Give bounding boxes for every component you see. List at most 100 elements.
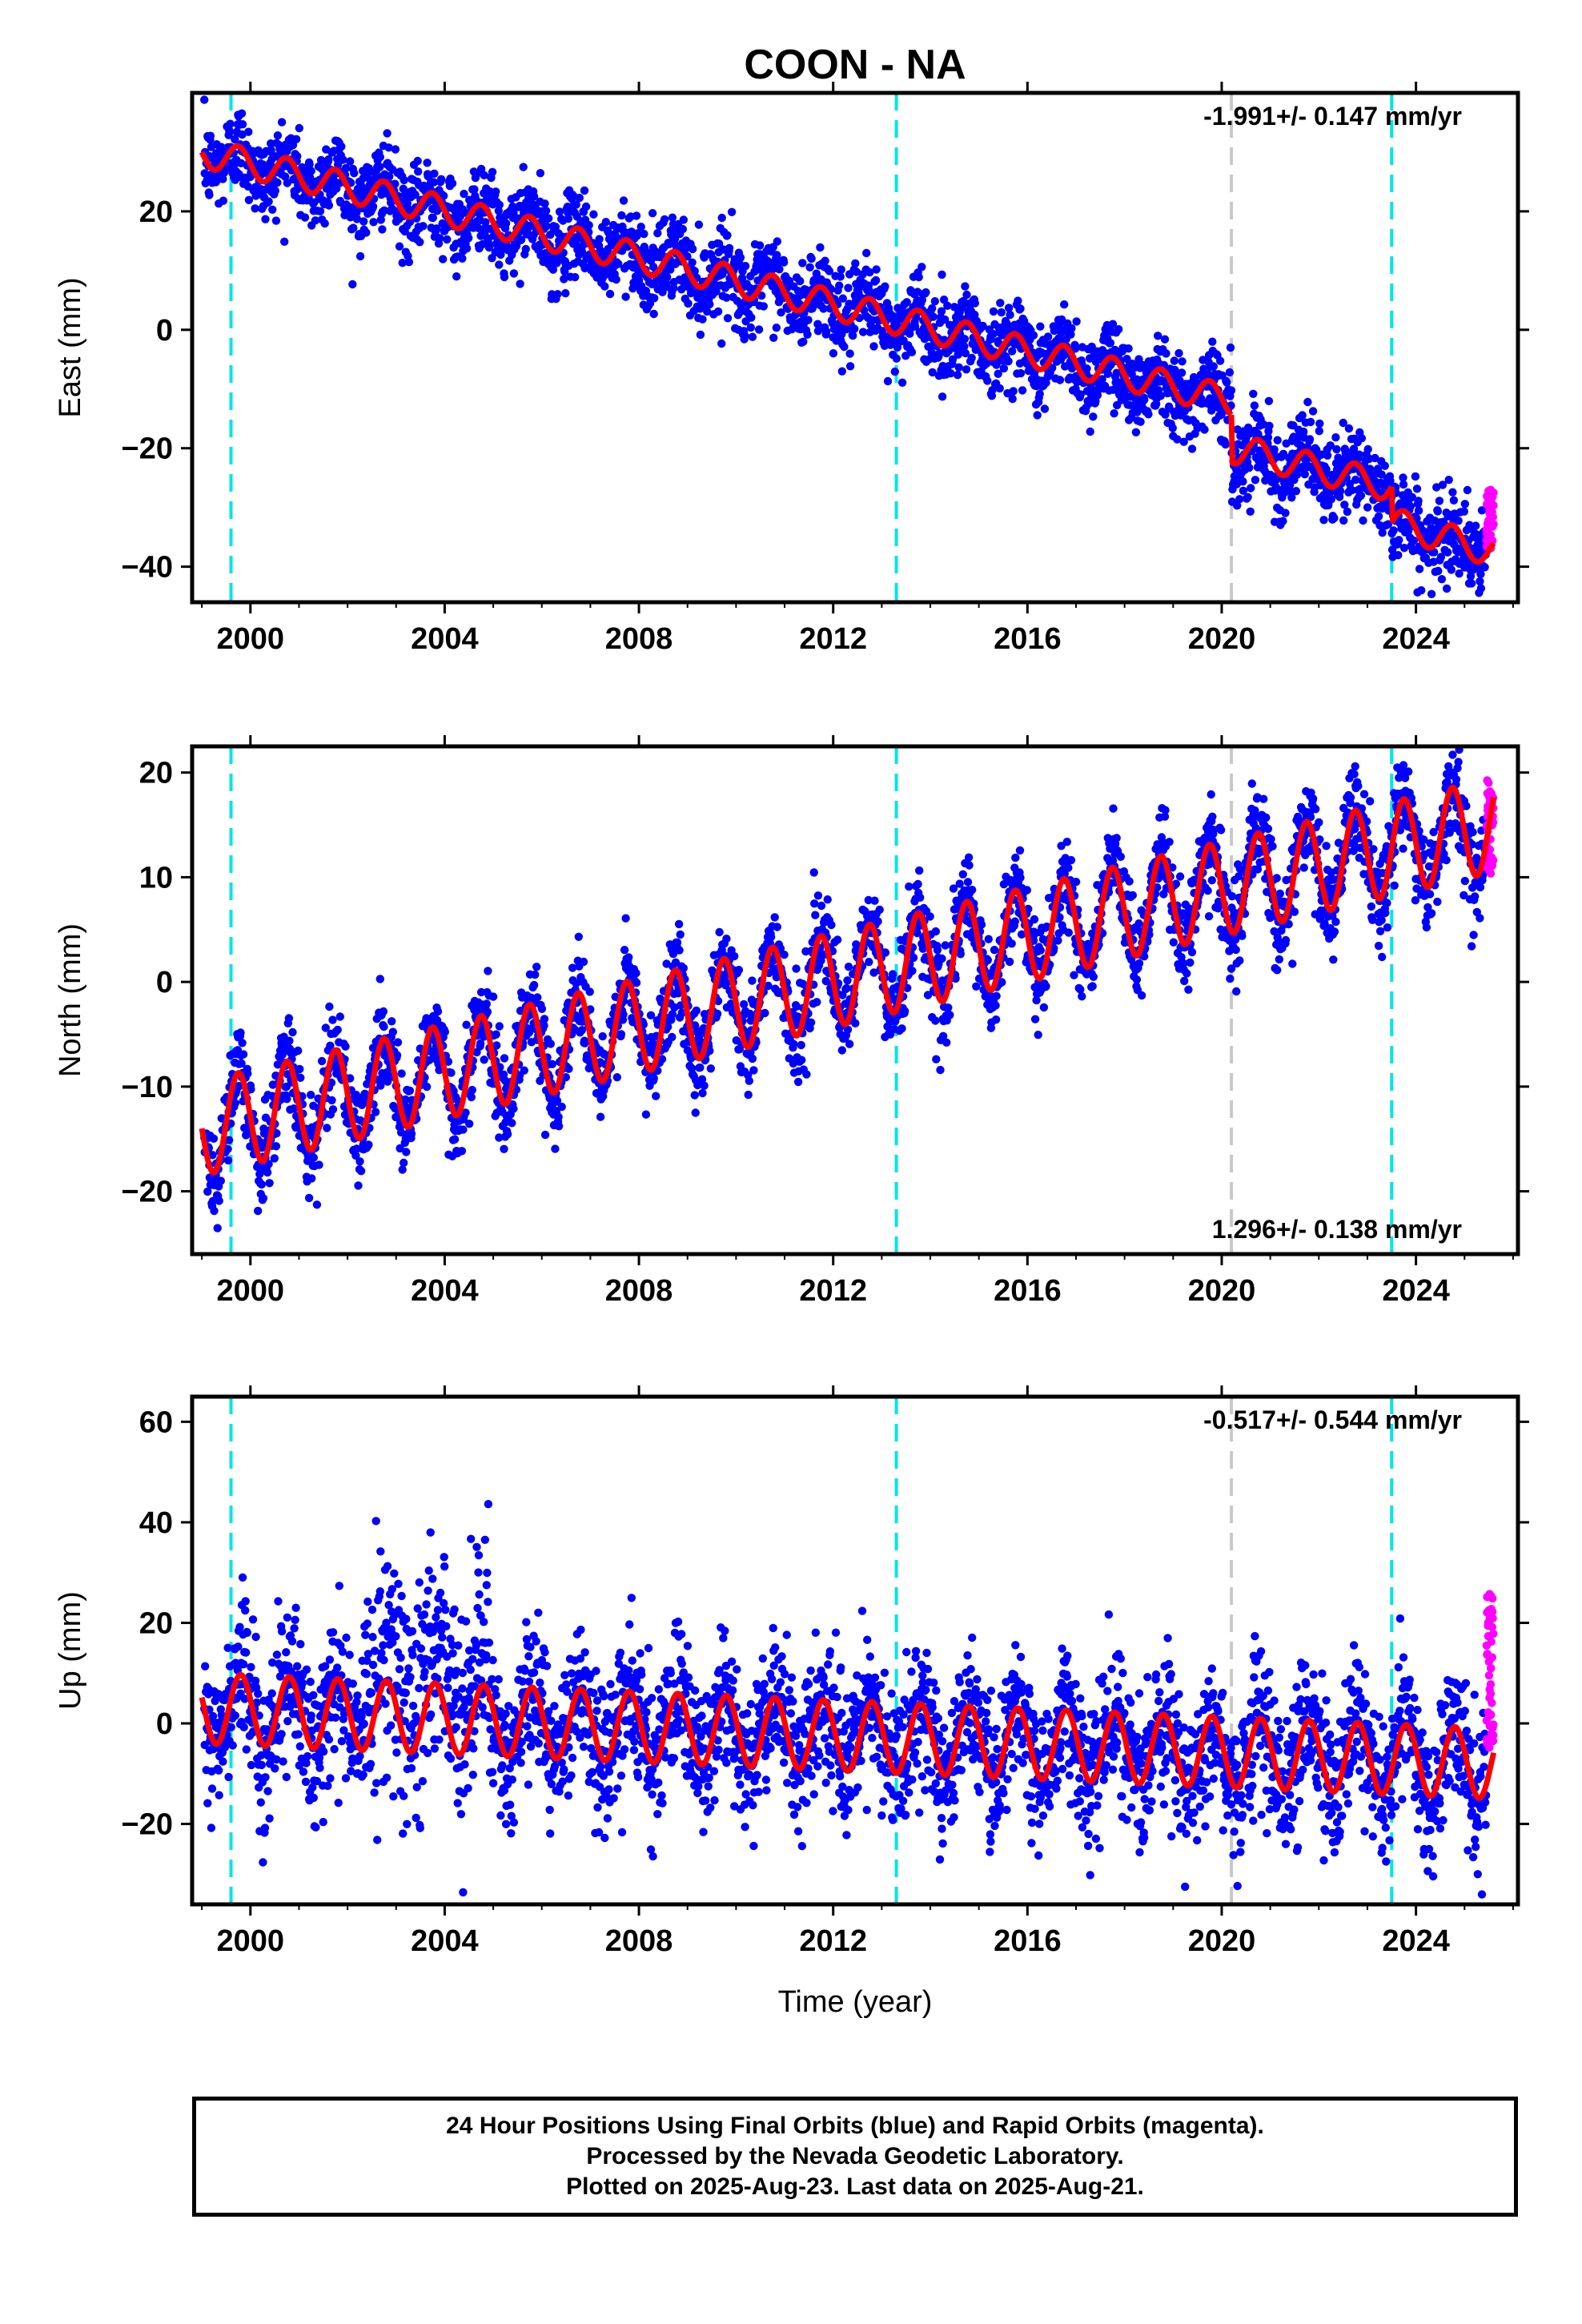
east-point [650,294,659,303]
east-point [1140,396,1149,404]
east-point [1221,440,1231,449]
north-point [632,969,640,978]
east-point [741,262,750,271]
east-point [544,214,553,223]
east-point [890,367,900,376]
east-point [1245,463,1254,472]
north-point [457,1147,467,1156]
east-point [910,322,920,331]
east-point [1406,502,1415,511]
east-point [954,363,963,372]
east-point [571,272,580,282]
north-point [865,958,873,967]
east-point [1035,389,1044,399]
east-point [688,244,697,254]
north-point [744,1090,753,1100]
east-point [1323,451,1332,460]
north-point [223,1156,233,1165]
north-point [480,1055,488,1064]
east-point [1082,364,1091,373]
east-point [816,243,825,252]
east-point [416,238,424,247]
east-point [930,297,940,306]
east-point [1448,488,1457,497]
north-point [323,1124,331,1132]
east-point [785,276,793,285]
north-point [533,993,542,1002]
east-point [996,299,1005,308]
north-point [766,932,776,942]
east-point [1209,362,1219,371]
east-point [1168,424,1178,432]
east-point [961,282,970,291]
north-point [761,1008,769,1018]
north-point [532,963,541,971]
north-point [802,1070,811,1079]
east-point [1008,394,1017,404]
east-point [464,234,473,243]
east-point [888,312,897,320]
north-point [503,1130,512,1139]
east-x-tick-label: 2024 [1382,622,1450,656]
east-point [617,247,627,255]
east-point [1412,485,1422,493]
east-point [398,259,407,267]
east-y-tick-label: 0 [156,314,173,348]
north-point [620,946,629,955]
east-point [484,243,494,252]
east-point [710,279,719,288]
east-point [206,131,215,140]
east-point [350,169,359,178]
east-point [1040,404,1050,413]
east-point [938,392,947,401]
east-point [1223,378,1231,387]
east-point [1344,424,1354,433]
east-point [1124,344,1133,353]
north-point [817,901,826,911]
north-point [283,1095,291,1104]
north-point [551,1144,560,1153]
east-point [281,172,290,181]
east-point [584,221,593,230]
east-point [941,315,950,324]
east-point [946,369,955,378]
north-point [467,1092,476,1102]
east-point [805,263,814,271]
east-point [337,142,346,151]
north-point [450,1135,460,1144]
east-point [1279,517,1287,525]
east-point [1427,589,1436,598]
east-point [997,308,1006,317]
north-point [913,879,922,889]
east-point [395,242,404,251]
north-point [585,987,594,996]
north-point [632,979,641,987]
east-point [1009,387,1018,396]
north-point [749,1066,758,1075]
east-point [1265,421,1274,430]
north-point [405,1086,415,1096]
east-point [1339,516,1348,525]
east-point [725,243,734,252]
north-point [745,1076,753,1085]
north-point [881,948,890,957]
east-point [679,215,688,224]
north-point [328,1015,337,1024]
east-point [1437,575,1447,584]
north-point [770,913,779,922]
north-point [354,1181,363,1190]
east-point [1270,445,1279,454]
east-point [300,213,310,222]
east-point [264,197,273,206]
east-point [1170,356,1179,365]
north-point [827,920,836,930]
north-point [621,914,630,923]
north-point [713,1009,722,1019]
east-point [694,220,704,229]
east-point [605,289,615,299]
north-point [263,1168,272,1177]
east-point [439,255,448,263]
north-final-orbit-points [200,746,1491,1232]
east-point [1106,339,1115,348]
